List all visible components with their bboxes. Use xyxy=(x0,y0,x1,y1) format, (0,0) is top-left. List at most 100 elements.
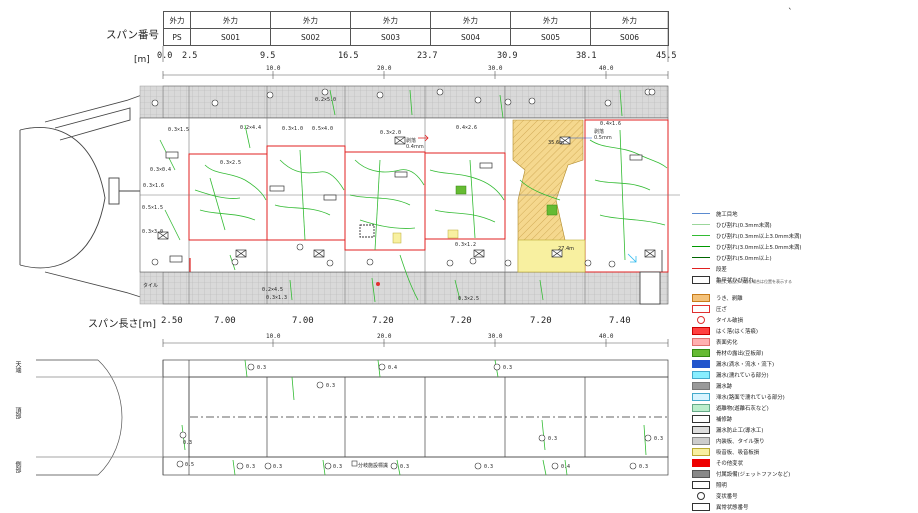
legend-item: 内装板、タイル張り xyxy=(692,435,765,446)
legend-item: ひび割れ(3.0mm以上5.0mm未満) xyxy=(692,241,801,252)
lower-note: 0.3 xyxy=(183,440,193,446)
scale-tick-label: 10.0 xyxy=(266,65,281,72)
legend-item: 吸音板、吸音板損 xyxy=(692,446,759,457)
annotation: 0.5×4.0 xyxy=(312,126,334,132)
span-length: 7.00 xyxy=(292,316,314,326)
legend-label: ひび割れ(5.0mm以上) xyxy=(716,255,772,262)
scale-tick-label: 30.0 xyxy=(488,65,503,72)
legend-note: 発生に着目が可能な場合は位置を表示する xyxy=(716,279,792,284)
legend-item: 補修跡 xyxy=(692,413,732,424)
legend-line-swatch xyxy=(692,268,710,269)
legend-box-swatch xyxy=(692,414,710,423)
legend-label: 施工目地 xyxy=(716,211,738,218)
annotation: 0.4×2.6 xyxy=(456,125,478,131)
span-length: 7.20 xyxy=(450,316,472,326)
cracks xyxy=(159,89,668,303)
span-length: 2.50 xyxy=(161,316,183,326)
legend-item: 表面劣化 xyxy=(692,336,738,347)
span-header-table: 外力 外力 外力 外力 外力 外力 外力 PS S001 S002 S003 S… xyxy=(163,11,669,46)
legend-label: 照明 xyxy=(716,482,727,489)
legend-item: 漏水(滴水・流水・流下) xyxy=(692,358,774,369)
legend-item: 遊離物(遊離石灰など) xyxy=(692,402,769,413)
legend-line-swatch xyxy=(692,213,710,214)
lighting-fixtures xyxy=(157,136,656,263)
legend-item: 漏水(濡れている部分) xyxy=(692,369,769,380)
mid-scale xyxy=(162,339,669,347)
legend-label: 漏水防止工(導水工) xyxy=(716,427,764,434)
legend-circle-swatch xyxy=(697,315,705,324)
side-label: タイル xyxy=(143,283,159,289)
legend-item: 段差 xyxy=(692,263,727,274)
scale-tick-label: 20.0 xyxy=(377,65,392,72)
legend-label: ひび割れ(0.3mm以上3.0mm未満) xyxy=(716,233,802,240)
lower-note: 0.3 xyxy=(503,365,513,371)
legend-label: 圧ざ xyxy=(716,306,727,313)
annotation: 0.3×2.5 xyxy=(458,296,480,302)
lower-note: 0.3 xyxy=(273,464,283,470)
annotation: 0.3×0.4 xyxy=(150,167,172,173)
legend-label: 漏水跡 xyxy=(716,383,733,390)
legend-label: 内装板、タイル張り xyxy=(716,438,765,445)
lower-note: 0.3 xyxy=(257,365,267,371)
legend-item: 亀甲状ひび割れ xyxy=(692,274,754,285)
legend-label: 遊離物(遊離石灰など) xyxy=(716,405,769,412)
legend-item: タイル破損 xyxy=(692,314,743,325)
legend-label: 補修跡 xyxy=(716,416,733,423)
legend-item: 施工目地 xyxy=(692,208,738,219)
scale-tick-label: 20.0 xyxy=(377,333,392,340)
annotation: 0.3×1.6 xyxy=(143,183,165,189)
annotation: 0.5×1.5 xyxy=(142,205,164,211)
legend-box-swatch xyxy=(692,458,710,467)
legend-label: 漏水(滴水・流水・流下) xyxy=(716,361,775,368)
annotation: 0.3×1.0 xyxy=(282,126,304,132)
scale-tick-label: 30.0 xyxy=(488,333,503,340)
legend-item: 漏水防止工(導水工) xyxy=(692,424,763,435)
legend-item: 照明 xyxy=(692,479,727,490)
position-label: 2.5 xyxy=(182,51,198,61)
span-id-cell: S001 xyxy=(190,28,271,46)
annotation: 0.3×2.0 xyxy=(380,130,402,136)
annotation: 0.3×1.5 xyxy=(168,127,190,133)
lower-section xyxy=(36,359,669,476)
legend-item: うき、剥離 xyxy=(692,292,743,303)
lower-side-label: 側部 xyxy=(14,461,21,473)
legend-label: タイル破損 xyxy=(716,317,743,324)
lower-note: 0.3 xyxy=(654,436,664,442)
legend-box-swatch xyxy=(692,469,710,478)
legend-label: ひび割れ(3.0mm以上5.0mm未満) xyxy=(716,244,802,251)
span-length: 7.20 xyxy=(372,316,394,326)
lower-note: 0.4 xyxy=(561,464,571,470)
legend-item: 滞水(路面で濡れている部分) xyxy=(692,391,785,402)
position-label: 16.5 xyxy=(338,51,359,61)
annotation: 0.2×4.5 xyxy=(262,287,284,293)
area-note: 27.4m xyxy=(558,246,575,252)
position-label: 38.1 xyxy=(576,51,597,61)
legend-box-swatch xyxy=(692,370,710,379)
legend-label: その他変状 xyxy=(716,460,743,467)
position-label: 45.5 xyxy=(656,51,677,61)
legend-item: 骨材の露出(豆板部) xyxy=(692,347,763,358)
scale-tick-label: 10.0 xyxy=(266,333,281,340)
legend-label: 変状番号 xyxy=(716,493,738,500)
legend-box-swatch xyxy=(692,403,710,412)
tunnel-cross-section xyxy=(19,91,151,301)
annotation: 0.3×3.0 xyxy=(142,229,164,235)
lower-side-label: 頂部 xyxy=(14,407,21,419)
legend-label: 異常状態番号 xyxy=(716,504,749,511)
legend-box-swatch xyxy=(692,447,710,456)
lower-note: 0.3 xyxy=(326,383,336,389)
lower-side-label: 天端 xyxy=(14,361,21,373)
scale-tick-label: 40.0 xyxy=(599,65,614,72)
legend-label: 漏水(濡れている部分) xyxy=(716,372,769,379)
legend-box-swatch xyxy=(692,436,710,445)
position-label: 0.0 xyxy=(157,51,173,61)
legend-box-swatch xyxy=(692,337,710,346)
scale-tick-label: 40.0 xyxy=(599,333,614,340)
position-label: 30.9 xyxy=(497,51,518,61)
patch-note: 剥落 0.5mm xyxy=(594,129,612,141)
annotation: 0.3×2.5 xyxy=(220,160,242,166)
legend-label: 表面劣化 xyxy=(716,339,738,346)
red-span-frames xyxy=(188,119,669,273)
span-length-label: スパン長さ[m] xyxy=(88,319,157,330)
lower-note: 0.5 xyxy=(185,462,195,468)
